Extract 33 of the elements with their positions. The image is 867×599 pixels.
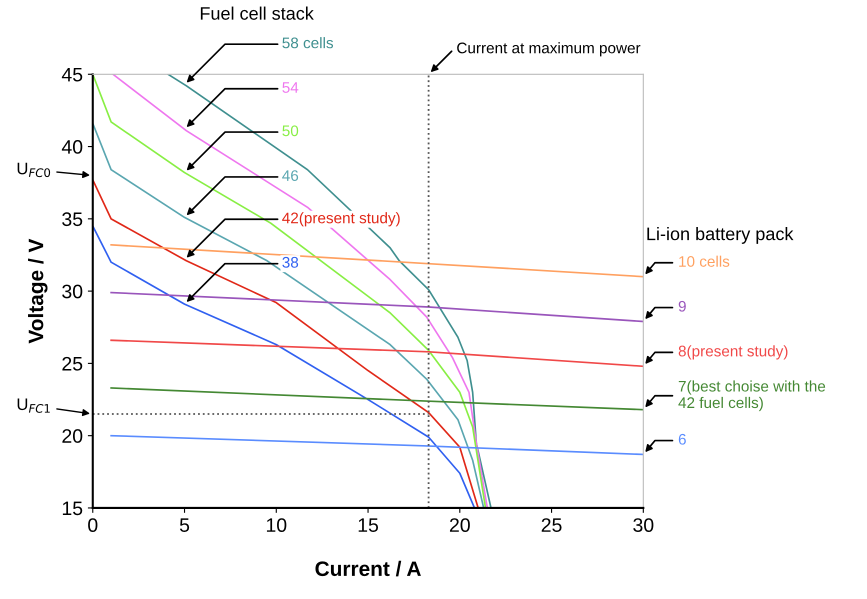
- text: 8(present study): [678, 345, 788, 360]
- y-tick-label: 25: [62, 356, 82, 371]
- y-tick-label: 40: [62, 140, 82, 154]
- x-tick-label: 10: [266, 518, 286, 532]
- annotation: U$_{FC0}$: [18, 162, 50, 178]
- text: 54: [282, 82, 298, 93]
- text: Li-ion battery pack: [647, 226, 794, 244]
- x-tick-label: 25: [542, 518, 562, 532]
- y-axis-title: Voltage / V: [28, 238, 48, 344]
- text: 46: [282, 170, 298, 182]
- x-tick-label: 20: [450, 518, 470, 532]
- x-tick-label: 30: [633, 518, 654, 532]
- text: 10 cells: [679, 256, 730, 267]
- y-tick-label: 30: [62, 284, 82, 298]
- ref-line-label: Current at maximum power: [457, 42, 640, 56]
- text: 9: [678, 300, 686, 312]
- ref-line-label: U$_{FC1}$: [18, 398, 50, 413]
- text: 38: [282, 256, 298, 268]
- text: Fuel cell stack: [200, 6, 314, 20]
- x-axis-title: Current / A: [315, 560, 421, 576]
- text: 58 cells: [282, 37, 334, 48]
- y-tick-label: 45: [62, 68, 82, 82]
- x-tick-label: 0: [88, 518, 98, 532]
- x-tick-label: 15: [358, 518, 378, 532]
- text: 7(best choise with the 42 fuel cells): [678, 380, 826, 412]
- line-series: [167, 74, 492, 508]
- text: 50: [282, 125, 298, 136]
- y-tick-label: 15: [62, 502, 82, 516]
- text: 42(present study): [282, 212, 400, 226]
- y-tick-label: 20: [62, 429, 82, 443]
- x-tick-label: 5: [180, 518, 190, 532]
- y-tick-label: 35: [62, 212, 82, 226]
- text: 6: [678, 434, 686, 445]
